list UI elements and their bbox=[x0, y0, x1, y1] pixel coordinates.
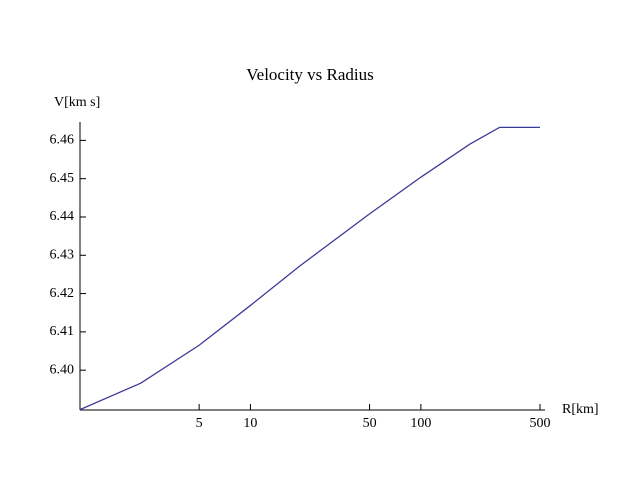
line-series bbox=[79, 126, 540, 411]
y-axis-label: V[km s] bbox=[54, 95, 100, 110]
x-tick-label: 5 bbox=[196, 416, 203, 431]
y-tick-label: 6.44 bbox=[50, 209, 75, 224]
x-tick-label: 500 bbox=[530, 416, 551, 431]
x-tick-label: 50 bbox=[363, 416, 377, 431]
chart-title: Velocity vs Radius bbox=[246, 65, 374, 84]
y-tick-label: 6.42 bbox=[50, 286, 75, 301]
y-tick-label: 6.41 bbox=[50, 324, 75, 339]
y-tick-label: 6.45 bbox=[50, 171, 75, 186]
y-tick-label: 6.40 bbox=[50, 362, 75, 377]
y-tick-label: 6.43 bbox=[50, 247, 75, 262]
x-tick-label: 10 bbox=[243, 416, 257, 431]
x-tick-label: 100 bbox=[410, 416, 431, 431]
x-axis-label: R[km] bbox=[562, 402, 599, 417]
y-tick-label: 6.46 bbox=[50, 133, 75, 148]
